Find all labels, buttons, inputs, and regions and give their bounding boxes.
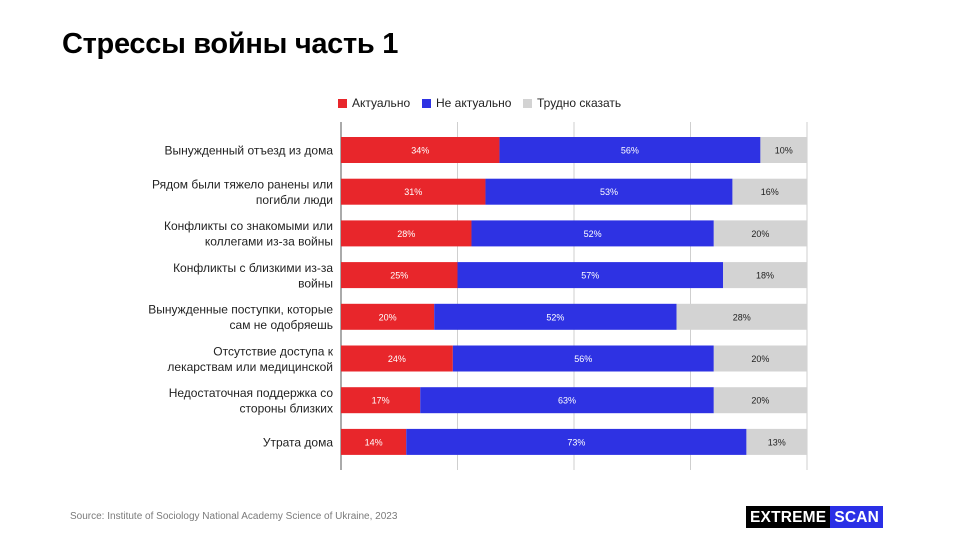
bar-segment xyxy=(760,137,807,163)
data-label: 20% xyxy=(751,229,769,239)
data-label: 16% xyxy=(761,187,779,197)
data-label: 24% xyxy=(388,354,406,364)
bar-segment xyxy=(341,303,435,330)
category-label: Рядом были тяжело ранены или погибли люди xyxy=(152,177,333,207)
category-label-line: погибли люди xyxy=(256,193,333,207)
category-label-line: Рядом были тяжело ранены или xyxy=(152,177,333,191)
data-label: 20% xyxy=(379,312,397,322)
bar-segment xyxy=(713,220,807,247)
bar-segment xyxy=(713,387,807,414)
category-label-line: сам не одобряешь xyxy=(230,318,333,332)
data-label: 31% xyxy=(404,187,422,197)
bar-segment xyxy=(499,137,761,163)
legend-item-actual: Актуально xyxy=(338,96,410,110)
category-label: Вынужденный отъезд из дома xyxy=(164,144,333,158)
data-label: 52% xyxy=(546,312,564,322)
category-label: Недостаточная поддержка со стороны близки… xyxy=(169,386,334,416)
bar-segment xyxy=(452,345,714,372)
category-label-line: Вынужденные поступки, которые xyxy=(148,303,333,317)
data-label: 63% xyxy=(558,396,576,406)
category-label-line: Утрата дома xyxy=(263,435,333,449)
data-label: 73% xyxy=(567,437,585,447)
data-label: 17% xyxy=(372,396,390,406)
category-label: Конфликты с близкими из-за войны xyxy=(173,261,333,291)
category-label-line: Вынужденный отъезд из дома xyxy=(164,144,333,158)
legend-label-hard: Трудно сказать xyxy=(537,96,622,110)
category-label: Конфликты со знакомыми или коллегами из-з… xyxy=(164,219,333,249)
category-label: Отсутствие доступа к лекарствам или медиц… xyxy=(167,344,333,374)
data-label: 57% xyxy=(581,271,599,281)
bar-segment xyxy=(713,345,807,372)
category-label-line: Отсутствие доступа к xyxy=(213,344,333,358)
legend-item-not-actual: Не актуально xyxy=(422,96,511,110)
logo-text-part2: SCAN xyxy=(830,506,884,528)
category-label-line: Недостаточная поддержка со xyxy=(169,386,334,400)
data-label: 20% xyxy=(751,396,769,406)
data-label: 56% xyxy=(621,146,639,156)
legend-swatch-actual xyxy=(338,98,347,108)
data-label: 52% xyxy=(584,229,602,239)
category-label-line: коллегами из-за войны xyxy=(205,235,333,249)
category-label-line: Конфликты с близкими из-за xyxy=(173,261,333,275)
data-label: 13% xyxy=(768,437,786,447)
legend-swatch-not-actual xyxy=(422,98,431,108)
data-label: 18% xyxy=(756,271,774,281)
bar-segment xyxy=(732,178,807,205)
bar-segment xyxy=(341,428,407,455)
data-label: 28% xyxy=(397,229,415,239)
category-label-line: Конфликты со знакомыми или xyxy=(164,219,333,233)
category-label: Вынужденные поступки, которые сам не одоб… xyxy=(148,303,333,333)
bar-segment xyxy=(420,387,714,414)
bar-segment xyxy=(723,262,807,289)
data-label: 20% xyxy=(751,354,769,364)
legend-item-hard: Трудно сказать xyxy=(523,96,621,110)
logo-text-part1: EXTREME xyxy=(746,506,831,528)
data-label: 34% xyxy=(411,146,429,156)
bar-segment xyxy=(341,220,472,247)
bar-segment xyxy=(341,345,453,372)
source-note: Source: Institute of Sociology National … xyxy=(70,511,398,522)
bar-segment xyxy=(676,303,807,330)
legend-label-not-actual: Не актуально xyxy=(436,96,512,110)
bar-segment xyxy=(341,137,500,163)
bar-segment xyxy=(485,178,733,205)
category-label-line: стороны близких xyxy=(240,401,333,415)
bar-segment xyxy=(434,303,677,330)
bar-segment xyxy=(746,428,807,455)
category-label: Утрата дома xyxy=(263,435,333,449)
bar-segment xyxy=(471,220,714,247)
bar-segment xyxy=(341,262,458,289)
brand-logo: EXTREME SCAN xyxy=(746,506,884,528)
legend-swatch-hard xyxy=(523,98,532,108)
category-label-line: лекарствам или медицинской xyxy=(167,360,333,374)
data-label: 28% xyxy=(733,312,751,322)
category-label-line: войны xyxy=(298,276,333,290)
data-label: 14% xyxy=(365,437,383,447)
data-label: 10% xyxy=(775,146,793,156)
data-label: 56% xyxy=(574,354,592,364)
legend-label-actual: Актуально xyxy=(352,96,411,110)
data-label: 25% xyxy=(390,271,408,281)
bar-segment xyxy=(406,428,747,455)
data-label: 53% xyxy=(600,187,618,197)
bar-segment xyxy=(341,178,486,205)
legend: Актуально Не актуально Трудно сказать xyxy=(0,96,960,112)
bar-segment xyxy=(457,262,724,289)
chart-title: Стрессы войны часть 1 xyxy=(62,28,399,60)
bar-segment xyxy=(341,387,421,414)
